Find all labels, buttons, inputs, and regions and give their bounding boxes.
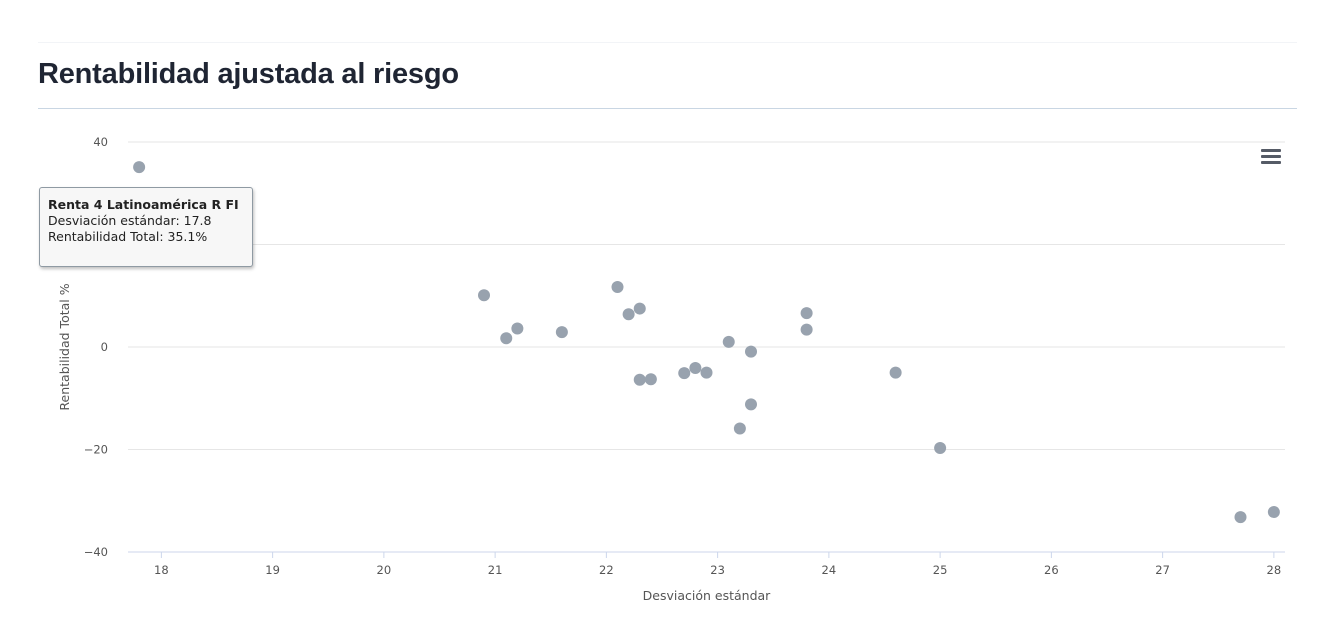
data-point[interactable] [478,289,490,302]
x-tick-label: 22 [599,563,614,577]
data-point[interactable] [1267,506,1280,519]
tooltip-y-value: Rentabilidad Total: 35.1% [48,229,208,244]
x-axis-title: Desviación estándar [643,588,772,603]
hamburger-menu-icon[interactable] [1258,146,1284,168]
y-tick-label: 40 [93,135,108,149]
data-point[interactable] [745,345,757,358]
y-axis-title: Rentabilidad Total % [57,283,72,410]
y-tick-label: −20 [84,443,108,457]
x-tick-label: 25 [933,563,948,577]
point-tooltip: Renta 4 Latinoamérica R FI Desviación es… [39,187,253,267]
data-point[interactable] [678,367,691,380]
data-point[interactable] [555,326,568,339]
x-tick-label: 18 [154,563,169,577]
page-title: Rentabilidad ajustada al riesgo [38,58,459,90]
data-point[interactable] [511,322,524,335]
x-tick-label: 28 [1267,563,1282,577]
x-tick-label: 26 [1044,563,1059,577]
x-tick-label: 20 [377,563,392,577]
data-point[interactable] [133,161,146,174]
x-tick-label: 27 [1155,563,1170,577]
data-point[interactable] [722,335,735,348]
data-point[interactable] [934,441,947,454]
top-divider [38,42,1297,43]
data-point[interactable] [700,366,713,379]
y-axis-ticks: 40 0 −20 −40 [84,135,108,559]
x-tick-label: 19 [265,563,280,577]
data-point[interactable] [745,398,757,411]
y-tick-label: 0 [101,340,108,354]
data-point[interactable] [1234,511,1247,524]
grid-lines [128,141,1285,450]
x-tick-label: 21 [488,563,503,577]
tooltip-fund-name: Renta 4 Latinoamérica R FI [48,197,239,212]
x-tick-label: 24 [822,563,837,577]
data-point[interactable] [633,302,646,315]
x-axis-ticks: 18 19 20 21 22 23 24 25 26 27 28 [154,552,1281,577]
data-point[interactable] [611,281,624,294]
data-point[interactable] [633,373,646,386]
data-point[interactable] [889,366,902,379]
data-point[interactable] [689,362,702,375]
x-tick-label: 23 [710,563,725,577]
tooltip-x-value: Desviación estándar: 17.8 [48,213,212,228]
data-point[interactable] [644,373,657,386]
title-divider [38,108,1297,109]
data-points [133,161,1280,524]
y-tick-label: −40 [84,545,108,559]
data-point[interactable] [500,332,513,345]
data-point[interactable] [800,323,813,336]
data-point[interactable] [800,307,813,320]
data-point[interactable] [622,308,635,321]
data-point[interactable] [733,422,746,435]
